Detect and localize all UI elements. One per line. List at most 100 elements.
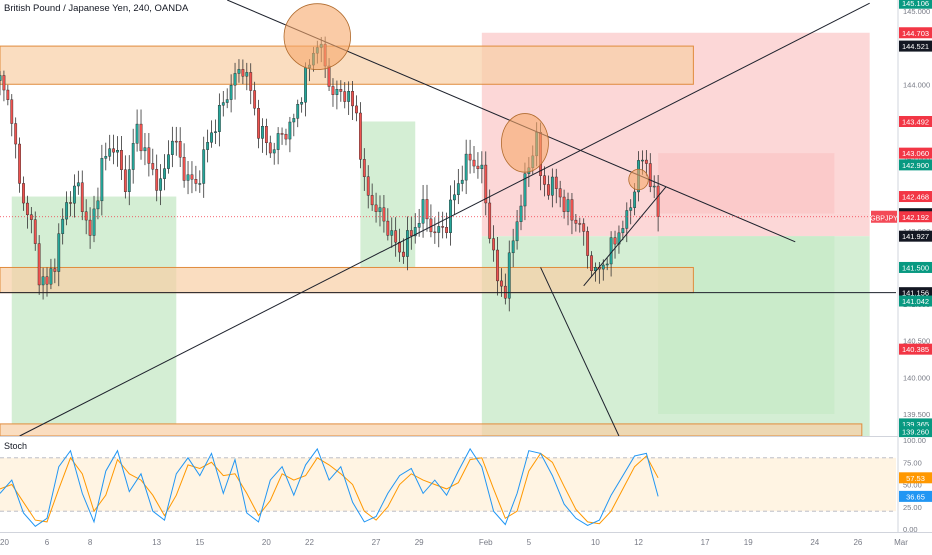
price-axis[interactable]: 145.000144.500144.000143.500143.000142.5… <box>897 0 932 550</box>
stoch-badge-text: 57.53 <box>906 474 925 483</box>
candle-body <box>88 219 92 236</box>
chart-title: British Pound / Japanese Yen, 240, OANDA <box>4 3 189 14</box>
stoch-label: Stoch <box>4 441 28 451</box>
candle-body <box>272 149 276 154</box>
price-badge-text: 144.703 <box>902 29 929 38</box>
price-tick-label: 140.500 <box>903 337 930 346</box>
candle-body <box>225 99 229 103</box>
candle-body <box>480 164 484 170</box>
candle-body <box>453 194 456 201</box>
time-tick-label: 12 <box>634 538 643 547</box>
candle-body <box>362 159 366 177</box>
time-tick-label: 17 <box>701 538 710 547</box>
price-badge <box>899 211 932 223</box>
time-tick-label: 2020 <box>0 538 9 547</box>
candle-body <box>29 214 33 220</box>
candle-body <box>327 65 331 87</box>
stoch-tick-label: 75.00 <box>903 458 922 467</box>
zone-orange <box>0 423 863 437</box>
candle-body <box>590 255 593 271</box>
price-badge <box>899 27 932 39</box>
candle-body <box>374 204 378 212</box>
price-badge-text: 144.521 <box>902 42 929 51</box>
price-badge <box>899 191 932 203</box>
price-tick-label: 144.000 <box>903 80 930 89</box>
price-badge <box>899 147 932 159</box>
candle-body <box>26 202 29 215</box>
candle-body <box>65 202 68 220</box>
zone-red <box>658 153 835 214</box>
candle-body <box>468 153 472 161</box>
time-tick-label: 8 <box>88 538 93 547</box>
candle-body <box>210 132 213 143</box>
candle-body <box>233 73 237 86</box>
candle-body <box>550 176 554 196</box>
time-tick-label: 27 <box>372 538 381 547</box>
candle-body <box>609 237 613 265</box>
price-badge <box>899 159 932 171</box>
candle-body <box>621 228 625 234</box>
price-tick-label: 145.000 <box>903 7 930 16</box>
candle-body <box>268 142 272 154</box>
candle-body <box>178 141 182 158</box>
zone-red <box>481 213 870 237</box>
trendline <box>583 186 667 287</box>
price-badge-text: 142.900 <box>902 161 929 170</box>
candle-body <box>484 164 488 204</box>
candle-body <box>511 240 515 254</box>
candle-body <box>261 126 264 139</box>
price-badge-text: 142.468 <box>902 193 929 202</box>
price-badge-text: 141.927 <box>902 232 929 241</box>
candle-body <box>429 218 433 233</box>
stoch-band <box>0 457 896 512</box>
candle-body <box>276 133 280 150</box>
candle-body <box>237 69 241 74</box>
ellipse-marker <box>501 113 549 173</box>
candle-body <box>61 218 65 234</box>
candle-body <box>582 223 586 232</box>
candle-body <box>351 91 354 107</box>
candle-body <box>547 184 550 196</box>
candle-body <box>296 104 300 119</box>
candle-body <box>398 242 401 253</box>
candle-body <box>633 191 637 208</box>
candle-body <box>108 148 112 157</box>
candle-body <box>257 108 260 139</box>
candle-body <box>10 99 14 124</box>
drawing-lines: GBPJPY <box>0 0 898 437</box>
candle-body <box>143 147 147 152</box>
time-tick-label: 10 <box>591 538 600 547</box>
candle-body <box>2 75 6 91</box>
price-badge <box>899 230 932 242</box>
candle-body <box>562 196 566 212</box>
zone-orange <box>0 266 694 294</box>
time-tick-label: 22 <box>305 538 314 547</box>
candle-body <box>394 230 398 243</box>
candle-body <box>613 237 617 245</box>
candle-body <box>554 176 558 189</box>
time-axis[interactable]: 2020 6 8 13 15 20 22 27 29 Feb 5 10 12 17 19 24 26 Mar <box>0 532 932 548</box>
candle-body <box>382 207 386 222</box>
candle-body <box>648 163 652 187</box>
candle-body <box>605 263 609 266</box>
candle-body <box>496 249 499 282</box>
candle-body <box>170 140 174 155</box>
candle-body <box>123 169 127 192</box>
price-badge-text: 141.500 <box>902 263 929 272</box>
candle-body <box>202 149 206 184</box>
symbol-tag <box>871 210 897 223</box>
candle-body <box>190 174 194 180</box>
candle-body <box>304 67 307 103</box>
candle-body <box>131 143 135 170</box>
candle-body <box>421 199 425 224</box>
candle-body <box>472 159 476 167</box>
candle-body <box>6 89 10 100</box>
candle-body <box>151 163 155 170</box>
stoch-tick-label: 25.00 <box>903 503 922 512</box>
candle-body <box>159 178 163 191</box>
time-tick-label: Feb <box>479 538 493 547</box>
candle-body <box>300 102 304 105</box>
candle-body <box>0 75 2 81</box>
